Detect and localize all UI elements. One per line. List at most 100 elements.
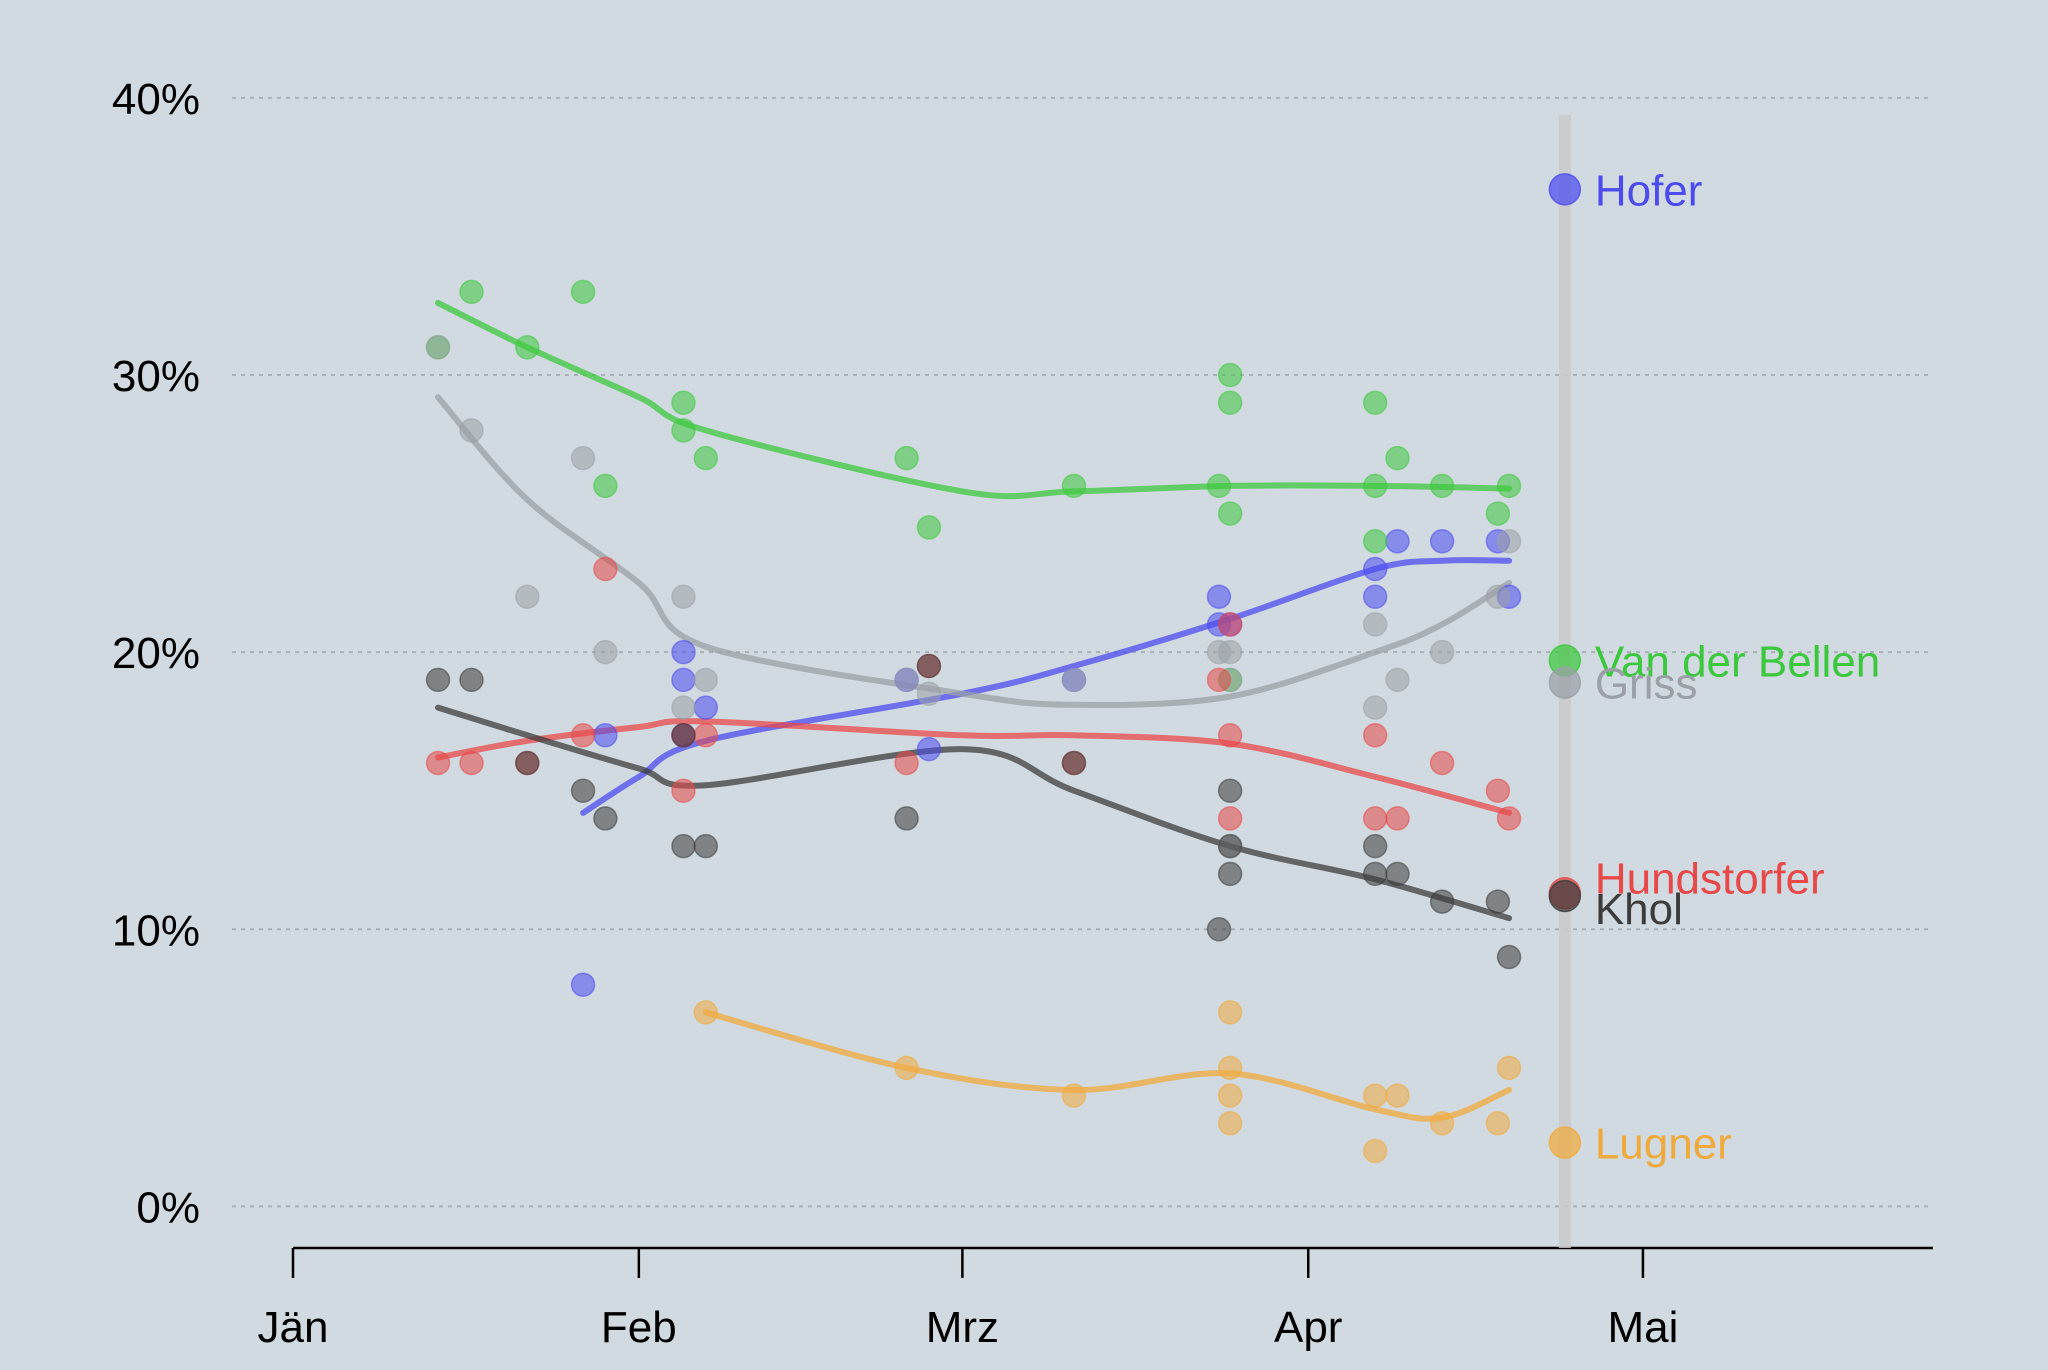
- griss-poll-point: [1485, 584, 1511, 609]
- hundstorfer-poll-point: [894, 750, 919, 776]
- hundstorfer-poll-point: [1362, 806, 1388, 831]
- hundstorfer-poll-point: [1362, 723, 1388, 748]
- van-der-bellen-poll-point: [593, 473, 618, 499]
- van-der-bellen-poll-point: [894, 445, 919, 471]
- van-der-bellen-poll-point: [1385, 445, 1410, 471]
- van-der-bellen-poll-point: [671, 418, 696, 443]
- van-der-bellen-poll-point: [1217, 362, 1243, 388]
- gridlines: [232, 96, 1932, 1208]
- hofer-result-label: Hofer: [1595, 166, 1703, 215]
- griss-poll-point: [459, 418, 484, 443]
- hundstorfer-poll-point: [671, 778, 696, 803]
- hofer-poll-point: [1429, 529, 1455, 554]
- hundstorfer-poll-point: [1206, 667, 1232, 693]
- lugner-poll-point: [894, 1055, 919, 1081]
- khol-poll-point: [1217, 861, 1243, 887]
- hundstorfer-poll-point: [1217, 612, 1243, 637]
- van-der-bellen-poll-point: [671, 390, 696, 415]
- lugner-poll-point: [1217, 1000, 1243, 1025]
- khol-poll-point: [1385, 861, 1410, 887]
- khol-poll-point: [1206, 917, 1232, 942]
- x-tick-label: Apr: [1274, 1303, 1342, 1352]
- khol-poll-point: [1061, 750, 1087, 776]
- khol-poll-point: [1429, 889, 1455, 914]
- van-der-bellen-poll-point: [570, 279, 596, 305]
- khol-trend-line: [435, 704, 1513, 922]
- van-der-bellen-poll-point: [1217, 390, 1243, 415]
- khol-poll-point: [671, 723, 696, 748]
- griss-poll-point: [1362, 695, 1388, 720]
- lugner-poll-point: [693, 1000, 719, 1025]
- griss-poll-point: [1385, 667, 1410, 693]
- y-tick-label: 30%: [112, 352, 200, 401]
- hofer-poll-point: [1206, 584, 1232, 609]
- khol-poll-point: [593, 806, 618, 831]
- hundstorfer-poll-point: [1485, 778, 1511, 803]
- lugner-poll-point: [1217, 1055, 1243, 1081]
- x-tick-label: Feb: [601, 1303, 677, 1352]
- trend-lines: [435, 299, 1513, 1122]
- griss-poll-point: [693, 667, 719, 693]
- hofer-poll-point: [1385, 529, 1410, 554]
- griss-poll-point: [1362, 612, 1388, 637]
- hundstorfer-poll-point: [1217, 723, 1243, 748]
- van-der-bellen-poll-point: [1496, 473, 1522, 499]
- hundstorfer-poll-point: [693, 723, 719, 748]
- hundstorfer-poll-point: [1385, 806, 1410, 831]
- van-der-bellen-poll-point: [515, 335, 540, 360]
- griss-poll-point: [1496, 529, 1522, 554]
- hofer-poll-point: [1362, 556, 1388, 582]
- lugner-poll-point: [1485, 1111, 1511, 1136]
- khol-poll-point: [671, 833, 696, 859]
- y-tick-label: 0%: [136, 1183, 200, 1232]
- khol-result-marker: [1548, 879, 1582, 913]
- y-tick-label: 40%: [112, 75, 200, 124]
- hofer-poll-point: [671, 639, 696, 665]
- hofer-poll-point: [570, 972, 596, 997]
- griss-result-label: Griss: [1595, 660, 1698, 709]
- x-axis: Jän Feb Mrz Apr Mai: [258, 1246, 1933, 1352]
- lugner-poll-point: [1496, 1055, 1522, 1081]
- lugner-trend-line: [702, 1009, 1513, 1122]
- hofer-poll-point: [671, 667, 696, 693]
- lugner-poll-point: [1429, 1111, 1455, 1136]
- x-tick-label: Mai: [1607, 1303, 1678, 1352]
- griss-result-marker: [1548, 666, 1582, 699]
- van-der-bellen-poll-point: [1217, 501, 1243, 526]
- khol-poll-point: [1362, 861, 1388, 887]
- griss-poll-point: [1061, 667, 1087, 693]
- khol-poll-point: [1362, 833, 1388, 859]
- hofer-poll-point: [1362, 584, 1388, 609]
- hofer-poll-point: [916, 736, 942, 762]
- hofer-trend-line: [580, 557, 1513, 816]
- khol-poll-point: [693, 833, 719, 859]
- lugner-poll-point: [1385, 1083, 1410, 1108]
- hundstorfer-result-label: Hundstorfer: [1595, 854, 1825, 903]
- van-der-bellen-trend-line: [435, 299, 1513, 500]
- lugner-result-label: Lugner: [1595, 1120, 1732, 1169]
- van-der-bellen-poll-point: [693, 445, 719, 471]
- hundstorfer-poll-point: [1496, 806, 1522, 831]
- griss-poll-point: [593, 639, 618, 665]
- hundstorfer-poll-point: [593, 556, 618, 582]
- x-tick-label: Mrz: [926, 1303, 999, 1352]
- lugner-poll-point: [1217, 1111, 1243, 1136]
- khol-poll-point: [1485, 889, 1511, 914]
- griss-poll-point: [916, 681, 942, 706]
- van-der-bellen-poll-point: [1362, 473, 1388, 499]
- van-der-bellen-poll-point: [1429, 473, 1455, 499]
- van-der-bellen-poll-point: [1362, 529, 1388, 554]
- hofer-poll-point: [593, 723, 618, 748]
- van-der-bellen-result-label: Van der Bellen: [1595, 637, 1880, 686]
- hundstorfer-poll-point: [1217, 806, 1243, 831]
- hofer-poll-point: [693, 695, 719, 720]
- griss-poll-point: [671, 584, 696, 609]
- khol-poll-point: [894, 806, 919, 831]
- y-tick-label: 10%: [112, 906, 200, 955]
- griss-poll-point: [1429, 639, 1455, 665]
- lugner-poll-point: [1362, 1138, 1388, 1164]
- hofer-result-marker: [1548, 173, 1582, 206]
- lugner-poll-point: [1217, 1083, 1243, 1108]
